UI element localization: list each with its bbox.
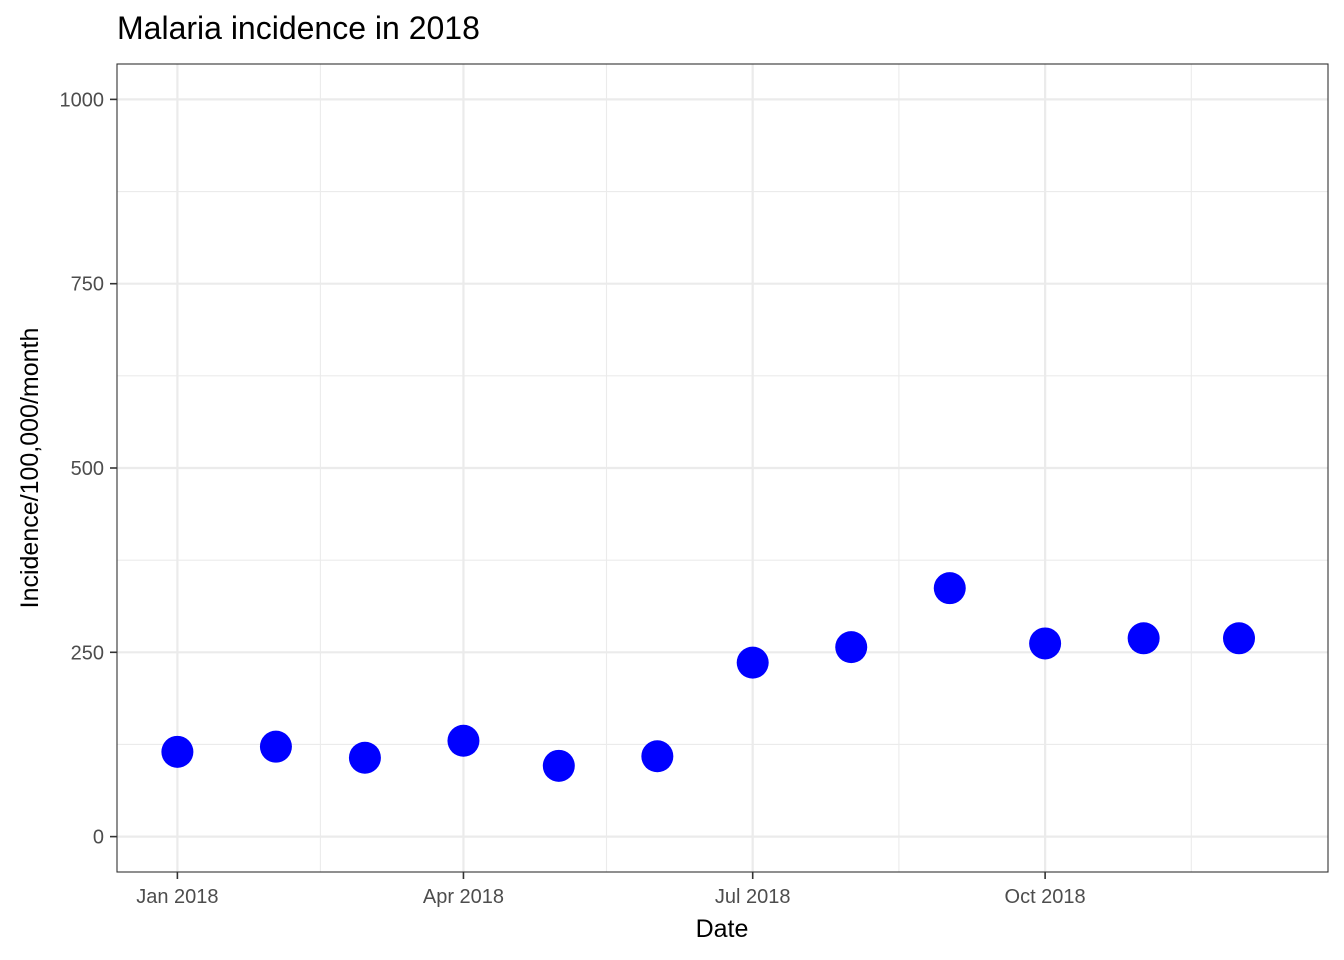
x-axis-title: Date xyxy=(696,915,749,943)
data-point xyxy=(835,631,868,664)
y-tick-label: 500 xyxy=(71,458,104,480)
data-point xyxy=(641,740,674,773)
x-tick-label: Jul 2018 xyxy=(715,886,791,908)
data-point xyxy=(1127,622,1160,655)
x-tick-label: Jan 2018 xyxy=(136,886,218,908)
x-tick-label: Oct 2018 xyxy=(1005,886,1086,908)
chart-title: Malaria incidence in 2018 xyxy=(117,10,480,46)
data-points xyxy=(161,572,1256,782)
y-tick-label: 750 xyxy=(71,274,104,296)
data-point xyxy=(161,735,194,768)
y-tick-label: 250 xyxy=(71,642,104,664)
y-tick-label: 0 xyxy=(93,827,104,849)
data-point xyxy=(447,724,480,757)
y-tick-label: 1000 xyxy=(60,89,105,111)
data-point xyxy=(933,572,966,605)
data-point xyxy=(1223,622,1256,655)
data-point xyxy=(259,730,292,763)
grid-lines xyxy=(117,64,1328,872)
y-axis-title: Incidence/100,000/month xyxy=(16,328,44,609)
data-point xyxy=(348,741,381,774)
x-tick-label: Apr 2018 xyxy=(423,886,504,908)
data-point xyxy=(1029,627,1062,660)
axes: 0 250 500 750 1000 Jan 2018 Apr 2018 Jul 2018 Oc… xyxy=(60,89,1086,908)
data-point xyxy=(542,749,575,782)
data-point xyxy=(736,646,769,679)
